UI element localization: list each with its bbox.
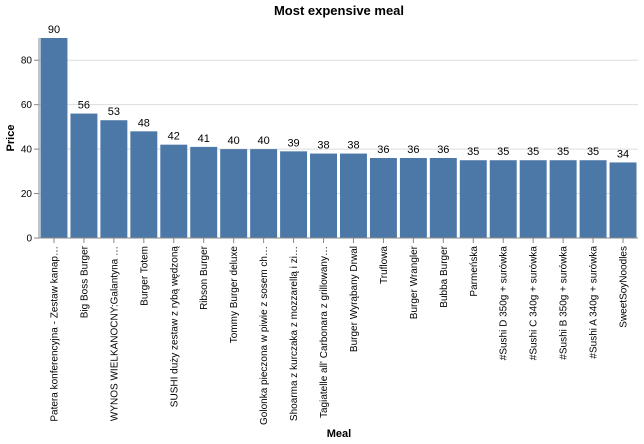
x-tick-label: Tagiatelle all' Carbonara z grillowany… — [319, 246, 330, 418]
bar — [220, 149, 248, 238]
data-label: 38 — [347, 140, 359, 152]
x-tick-label: #Sushi C 340g + surówka — [529, 246, 540, 361]
bars: 90 56 53 48 42 41 40 40 39 38 38 36 36 36 35 35 35 35 35 34 — [40, 24, 637, 238]
y-axis-title: Price — [5, 125, 17, 152]
bar — [250, 149, 278, 238]
x-tick-label: Truflowa — [379, 246, 390, 284]
data-label: 90 — [48, 24, 60, 36]
bar — [160, 144, 188, 238]
x-tick-label: Patera konferencyjna - Zestaw kanap… — [49, 246, 60, 422]
bar — [339, 153, 367, 238]
y-tick-label: 80 — [21, 56, 33, 67]
data-label: 39 — [287, 137, 299, 149]
data-label: 42 — [168, 131, 180, 143]
bar — [70, 113, 98, 238]
x-tick-label: Tommy Burger deluxe — [229, 246, 240, 344]
x-axis-title: Meal — [327, 428, 351, 440]
x-tick-label: SUSHI duży zestaw z rybą wędzoną — [169, 246, 180, 408]
x-tick-label: #Sushi B 350g + surówka — [559, 246, 570, 360]
grid — [39, 59, 638, 239]
bar — [399, 158, 427, 238]
bar — [459, 160, 487, 238]
x-tick-label: Golonka pieczona w piwie z sosem ch… — [259, 246, 270, 425]
data-label: 35 — [467, 146, 479, 158]
data-label: 36 — [407, 144, 419, 156]
bar — [429, 158, 457, 238]
y-axis: 0 20 40 60 80 — [21, 38, 40, 245]
x-tick-label: Bubba Burger — [439, 245, 450, 307]
data-label: 34 — [617, 148, 629, 160]
x-axis: Patera konferencyjna - Zestaw kanap… Big … — [39, 237, 638, 425]
bar — [519, 160, 547, 238]
chart-title: Most expensive meal — [274, 3, 404, 18]
x-tick-label: Burger Totem — [139, 246, 150, 306]
bar — [280, 151, 308, 238]
data-label: 56 — [78, 100, 90, 112]
bar — [369, 158, 397, 238]
data-label: 53 — [108, 106, 120, 118]
x-tick-label: #Sushi D 350g + surówka — [499, 246, 510, 361]
y-tick-label: 40 — [21, 145, 33, 156]
data-label: 35 — [497, 146, 509, 158]
bar — [489, 160, 517, 238]
data-label: 36 — [377, 144, 389, 156]
data-label: 36 — [437, 144, 449, 156]
bar — [130, 131, 158, 238]
x-tick-label: Burger Wrangler — [409, 245, 420, 319]
data-label: 48 — [138, 117, 150, 129]
x-tick-label: Big Boss Burger — [79, 245, 90, 318]
x-tick-label: Shoarma z kurczaka z mozzarellą i zi… — [289, 246, 300, 421]
bar — [549, 160, 577, 238]
bar — [310, 153, 338, 238]
data-label: 40 — [258, 135, 270, 147]
data-label: 38 — [317, 140, 329, 152]
x-tick-label: WYNOS WIELKANOCNY:Galantyna … — [109, 246, 120, 421]
bar — [190, 146, 218, 238]
bar — [100, 120, 128, 238]
data-label: 35 — [557, 146, 569, 158]
x-tick-label: Ribson Burger — [199, 245, 210, 310]
data-label: 41 — [198, 133, 210, 145]
bar — [609, 162, 637, 238]
bar — [40, 38, 68, 238]
data-label: 35 — [587, 146, 599, 158]
x-tick-label: Parmeńska — [469, 246, 480, 297]
data-label: 35 — [527, 146, 539, 158]
bar — [579, 160, 607, 238]
y-tick-label: 20 — [21, 189, 33, 200]
y-tick-label: 60 — [21, 100, 33, 111]
x-tick-label: #Sushi A 340g + surówka — [589, 246, 600, 359]
y-tick-label: 0 — [26, 234, 32, 245]
x-tick-label: SweetSoyNoodles — [619, 246, 630, 328]
x-tick-label: Burger Wyrąbany Drwal — [349, 246, 360, 352]
data-label: 40 — [228, 135, 240, 147]
